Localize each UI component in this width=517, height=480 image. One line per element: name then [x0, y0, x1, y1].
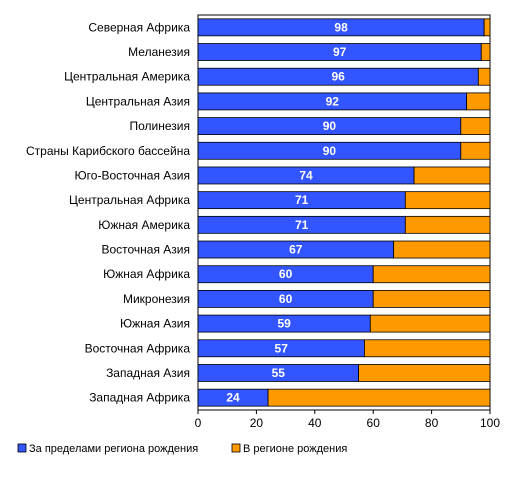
category-label: Центральная Африка — [69, 193, 190, 207]
x-tick-label: 60 — [367, 416, 381, 430]
legend: За пределами региона рождения В регионе р… — [17, 443, 347, 455]
bar-segment — [404, 215, 491, 234]
category-label: Центральная Америка — [64, 70, 190, 84]
category-label: Южная Африка — [103, 267, 190, 281]
bar-segment — [267, 388, 491, 407]
bar-segment — [466, 92, 491, 111]
bar-segment — [480, 43, 491, 61]
bar-segment — [364, 339, 491, 358]
legend-label: В регионе рождения — [243, 443, 347, 455]
plot-frame — [197, 14, 491, 411]
data-label: 24 — [226, 391, 240, 405]
bar-segment — [477, 67, 491, 86]
bar-segment — [460, 117, 491, 135]
data-label: 90 — [323, 119, 337, 133]
bar-segment — [460, 141, 491, 160]
category-label: Западная Африка — [89, 391, 190, 405]
legend-label: За пределами региона рождения — [29, 443, 198, 455]
data-label: 97 — [333, 45, 347, 59]
data-label: 59 — [277, 317, 291, 331]
x-tick-label: 0 — [195, 416, 202, 430]
legend-swatch — [17, 443, 27, 453]
category-label: Южная Америка — [98, 218, 190, 232]
category-label: Восточная Африка — [85, 341, 191, 355]
category-label: Микронезия — [123, 292, 190, 306]
x-tick-label: 80 — [425, 416, 439, 430]
category-label: Северная Африка — [88, 20, 190, 34]
bar-segment — [413, 166, 491, 185]
data-label: 67 — [289, 243, 303, 257]
bar-segment — [393, 240, 491, 259]
category-labels: Северная Африка Меланезия Центральная Амер… — [26, 20, 190, 404]
data-label: 90 — [323, 144, 337, 158]
bar-segment — [372, 290, 491, 308]
plot-area — [197, 14, 491, 411]
category-label: Западная Азия — [106, 366, 190, 380]
legend-swatch — [231, 443, 241, 453]
bar-segment — [372, 265, 491, 284]
data-label: 74 — [299, 168, 313, 182]
data-label: 60 — [279, 267, 293, 281]
data-label: 92 — [326, 94, 340, 108]
data-label: 71 — [295, 218, 309, 232]
bar-segment — [404, 191, 491, 210]
category-label: Страны Карибского бассейна — [26, 144, 190, 158]
data-label: 57 — [275, 341, 289, 355]
data-label: 96 — [331, 70, 345, 84]
category-label: Юго-Восточная Азия — [75, 168, 190, 182]
x-tick-label: 100 — [480, 416, 500, 430]
category-label: Южная Азия — [120, 317, 190, 331]
x-axis-ticks: 0 20 40 60 80 100 — [195, 410, 500, 430]
bar-segment — [358, 364, 491, 382]
data-label: 55 — [272, 366, 286, 380]
data-label: 60 — [279, 292, 293, 306]
data-label: 98 — [334, 20, 348, 34]
bars: 98 97 96 92 90 90 74 71 71 67 60 60 59 57 55 24 — [197, 18, 491, 407]
x-tick-label: 20 — [250, 416, 264, 430]
x-tick-label: 40 — [308, 416, 322, 430]
category-label: Восточная Азия — [101, 243, 190, 257]
category-label: Меланезия — [128, 45, 190, 59]
bar-segment — [483, 18, 491, 37]
bar-segment — [369, 314, 491, 333]
data-label: 71 — [295, 193, 309, 207]
category-label: Центральная Азия — [86, 94, 190, 108]
category-label: Полинезия — [130, 119, 190, 133]
